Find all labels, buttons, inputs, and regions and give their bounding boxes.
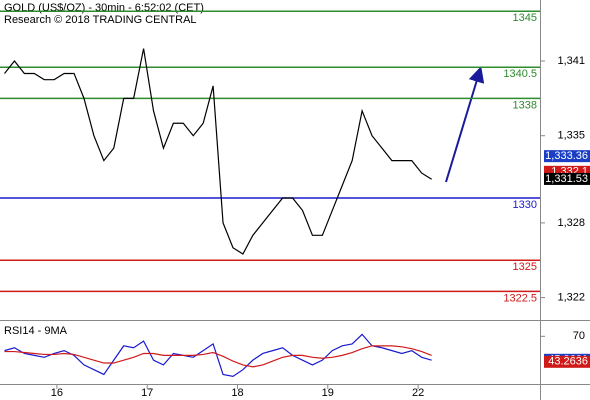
series-line [4,333,432,378]
price-tag [544,355,590,368]
price-tag [544,172,590,185]
price-tag-label: 1,333.36 [545,150,588,162]
rsi-title: RSI14 - 9MA [4,325,68,337]
level-label: 1325 [513,261,537,273]
x-tick-label: 17 [141,387,153,399]
series-line [4,48,432,255]
level-label: 1340.5 [503,68,537,80]
x-tick-label: 19 [322,387,334,399]
y-tick-label: 1,322 [557,291,585,303]
chart-title: GOLD (US$/OZ) - 30min - 6:52:02 (CET) [4,2,204,14]
level-label: 1330 [513,199,537,211]
x-tick-label: 18 [231,387,243,399]
x-tick-label: 22 [412,387,424,399]
level-label: 1345 [513,12,537,24]
y-tick-label: 70 [573,330,585,342]
price-tag-label: 43.2636 [548,356,588,368]
x-tick-label: 16 [51,387,63,399]
series-line [4,345,432,368]
price-tag-label: 1,331.53 [545,173,588,185]
chart-subtitle: Research © 2018 TRADING CENTRAL [4,14,197,26]
forecast-arrow [445,66,485,183]
level-label: 1338 [513,99,537,111]
level-label: 1322.5 [503,292,537,304]
y-tick-label: 1,341 [557,55,585,67]
y-tick-label: 1,335 [557,130,585,142]
price-tag [544,150,590,163]
y-tick-label: 1,328 [557,217,585,229]
